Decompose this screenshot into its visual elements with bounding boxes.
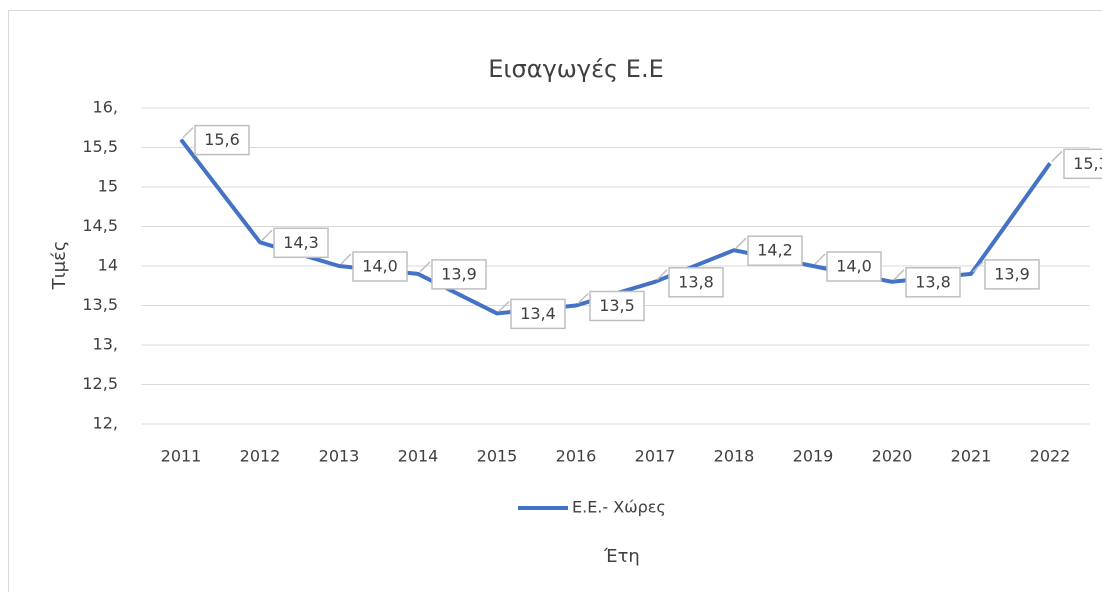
leader-line	[893, 269, 905, 281]
y-tick-label: 14,5	[82, 216, 118, 235]
leader-line	[656, 269, 668, 281]
data-label: 13,9	[441, 264, 477, 283]
data-label-box	[984, 259, 1040, 290]
x-tick-label: 2013	[319, 447, 360, 466]
y-tick-label: 12,	[93, 414, 118, 433]
y-tick-label: 13,	[93, 335, 118, 354]
leader-line	[814, 253, 826, 265]
leader-line	[419, 261, 431, 273]
data-label-box	[352, 251, 408, 282]
y-tick-label: 14	[98, 256, 118, 275]
data-label-box	[668, 267, 724, 298]
leader-line	[735, 237, 747, 249]
data-label-box	[1063, 148, 1102, 180]
data-label: 13,8	[678, 272, 714, 291]
data-label-box	[431, 259, 487, 290]
x-tick-label: 2019	[793, 447, 834, 466]
data-label-box	[905, 267, 961, 298]
leader-line	[498, 300, 510, 312]
y-tick-label: 13,5	[82, 295, 118, 314]
data-label: 13,8	[915, 272, 951, 291]
y-tick-label: 16,	[93, 98, 118, 117]
leader-line	[261, 229, 273, 241]
x-tick-label: 2016	[556, 447, 597, 466]
x-tick-label: 2015	[477, 447, 518, 466]
data-label-box	[589, 290, 645, 322]
legend-label: Ε.Ε.- Χώρες	[572, 498, 666, 517]
data-label: 14,0	[362, 257, 398, 276]
data-label: 13,5	[599, 296, 635, 315]
x-tick-label: 2020	[872, 447, 913, 466]
leader-line	[340, 253, 352, 265]
data-label: 14,2	[757, 241, 793, 260]
data-label-box	[510, 298, 566, 330]
data-label: 15,6	[204, 130, 240, 149]
x-tick-label: 2018	[714, 447, 755, 466]
y-tick-label: 12,5	[82, 374, 118, 393]
data-label: 15,3	[1073, 154, 1102, 173]
leader-line	[1051, 150, 1063, 162]
x-tick-label: 2017	[635, 447, 676, 466]
data-label: 14,0	[836, 257, 872, 276]
chart-title: Εισαγωγές Ε.Ε	[488, 55, 663, 83]
y-tick-label: 15	[98, 177, 118, 196]
data-label-box	[826, 251, 882, 282]
x-tick-label: 2014	[398, 447, 439, 466]
x-tick-label: 2012	[240, 447, 281, 466]
data-label-box	[273, 227, 329, 259]
data-label-box	[747, 235, 803, 266]
leader-line	[182, 127, 194, 139]
y-axis-title: Τιμές	[49, 241, 70, 291]
x-tick-label: 2011	[161, 447, 202, 466]
data-label: 14,3	[283, 233, 319, 252]
x-tick-label: 2021	[951, 447, 992, 466]
y-tick-label: 15,5	[82, 137, 118, 156]
data-label: 13,4	[520, 304, 556, 323]
leader-line	[577, 292, 589, 305]
data-label: 13,9	[994, 264, 1030, 283]
x-axis-title: Έτη	[603, 546, 640, 567]
x-tick-label: 2022	[1030, 447, 1071, 466]
leader-line	[972, 261, 984, 273]
data-label-box	[194, 124, 250, 156]
